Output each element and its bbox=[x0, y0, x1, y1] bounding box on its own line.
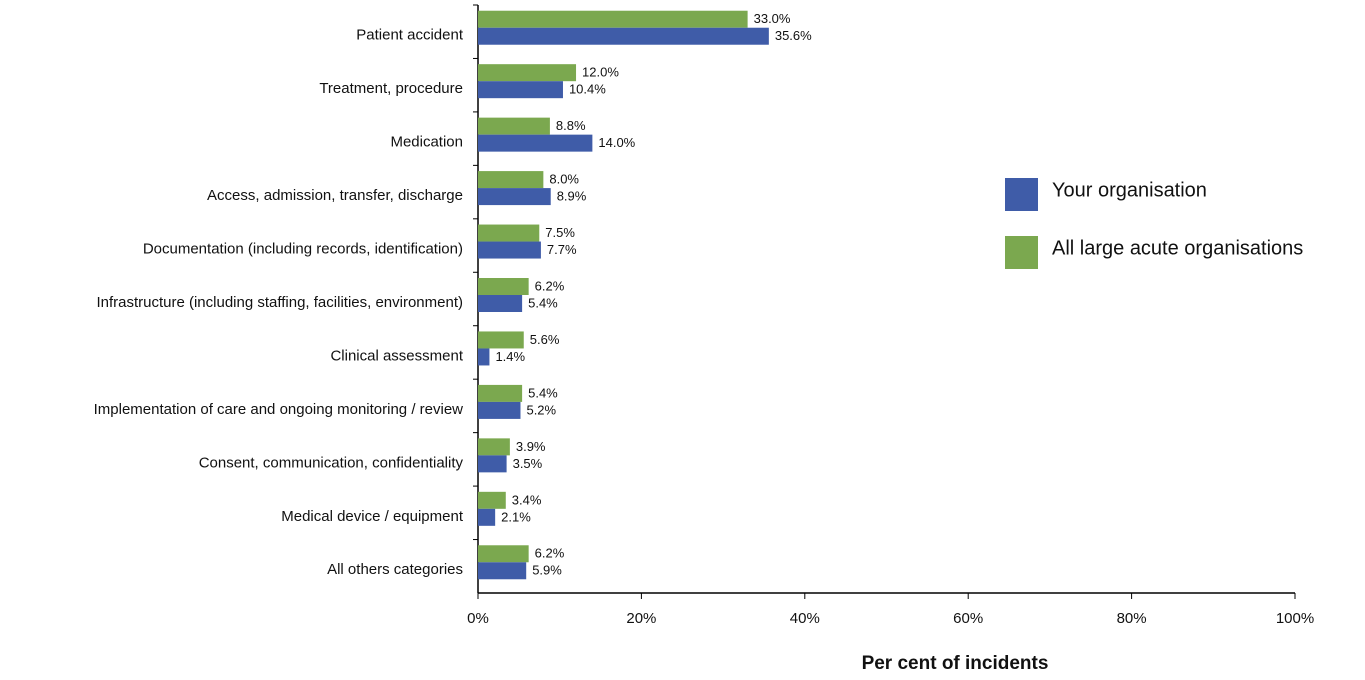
value-label: 1.4% bbox=[495, 349, 525, 364]
bar bbox=[478, 27, 769, 45]
bar bbox=[478, 64, 577, 82]
value-label: 6.2% bbox=[535, 546, 565, 561]
bar bbox=[478, 401, 521, 419]
bar bbox=[478, 171, 544, 189]
bar bbox=[478, 278, 529, 295]
bar bbox=[478, 241, 541, 259]
category-label: Clinical assessment bbox=[330, 347, 463, 364]
x-tick-label: 100% bbox=[1276, 610, 1314, 627]
bar bbox=[478, 224, 540, 242]
value-label: 7.7% bbox=[547, 242, 577, 257]
x-tick-label: 40% bbox=[790, 610, 820, 627]
category-label: Medical device / equipment bbox=[281, 508, 464, 525]
legend-swatch bbox=[1005, 178, 1038, 211]
bar bbox=[478, 384, 523, 402]
bar bbox=[478, 455, 507, 473]
value-label: 12.0% bbox=[582, 65, 619, 80]
bar bbox=[478, 295, 523, 312]
category-label: Documentation (including records, identi… bbox=[143, 241, 463, 258]
bar bbox=[478, 562, 527, 580]
x-tick-label: 20% bbox=[626, 610, 656, 627]
value-label: 8.0% bbox=[549, 172, 579, 187]
value-label: 5.4% bbox=[528, 295, 558, 310]
category-label: Patient accident bbox=[356, 27, 464, 44]
value-label: 5.2% bbox=[526, 402, 556, 417]
x-tick-label: 0% bbox=[467, 610, 489, 627]
category-label: Infrastructure (including staffing, faci… bbox=[96, 294, 463, 311]
bar bbox=[478, 81, 563, 99]
value-label: 8.8% bbox=[556, 118, 586, 133]
bar bbox=[478, 134, 593, 152]
x-tick-label: 60% bbox=[953, 610, 983, 627]
value-label: 6.2% bbox=[535, 278, 565, 293]
value-label: 10.4% bbox=[569, 82, 606, 97]
value-label: 2.1% bbox=[501, 509, 531, 524]
category-label: All others categories bbox=[327, 561, 463, 578]
x-axis-label: Per cent of incidents bbox=[862, 653, 1049, 674]
category-label: Medication bbox=[390, 134, 463, 151]
bar bbox=[478, 491, 506, 509]
category-label: Access, admission, transfer, discharge bbox=[207, 187, 463, 204]
value-label: 33.0% bbox=[754, 11, 791, 26]
legend-label: Your organisation bbox=[1052, 179, 1207, 201]
value-label: 3.4% bbox=[512, 492, 542, 507]
bar bbox=[478, 331, 524, 349]
value-label: 7.5% bbox=[545, 225, 575, 240]
value-label: 5.4% bbox=[528, 385, 558, 400]
value-label: 14.0% bbox=[598, 135, 635, 150]
value-label: 35.6% bbox=[775, 28, 812, 43]
x-tick-label: 80% bbox=[1117, 610, 1147, 627]
bar bbox=[478, 117, 550, 135]
value-label: 8.9% bbox=[557, 189, 587, 204]
category-label: Treatment, procedure bbox=[319, 80, 463, 97]
value-label: 3.5% bbox=[513, 456, 543, 471]
bar bbox=[478, 438, 510, 456]
category-label: Implementation of care and ongoing monit… bbox=[94, 401, 464, 418]
bar bbox=[478, 545, 529, 563]
legend-label: All large acute organisations bbox=[1052, 237, 1303, 259]
legend-swatch bbox=[1005, 236, 1038, 269]
bar bbox=[478, 508, 496, 526]
value-label: 3.9% bbox=[516, 439, 546, 454]
bar bbox=[478, 188, 551, 206]
bar bbox=[478, 10, 748, 28]
value-label: 5.9% bbox=[532, 563, 562, 578]
value-label: 5.6% bbox=[530, 332, 560, 347]
category-label: Consent, communication, confidentiality bbox=[199, 454, 464, 471]
bar bbox=[478, 348, 490, 366]
